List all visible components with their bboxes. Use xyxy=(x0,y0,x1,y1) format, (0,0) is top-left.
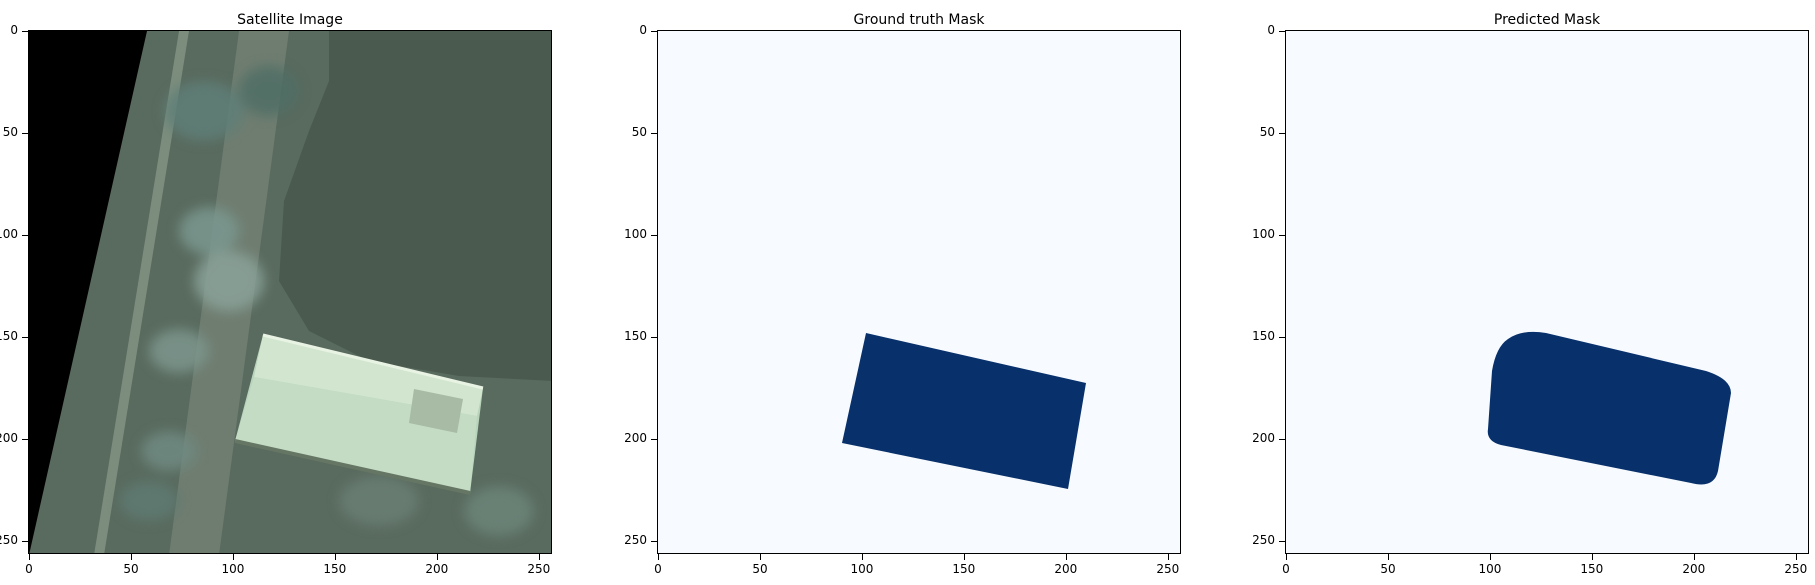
x-tick xyxy=(232,554,234,560)
y-tick xyxy=(22,336,28,338)
y-tick xyxy=(1279,234,1285,236)
x-tick xyxy=(1286,554,1287,560)
x-tick xyxy=(759,554,761,560)
x-tick xyxy=(861,554,863,560)
panel-title: Ground truth Mask xyxy=(853,12,985,28)
ground-truth-mask-image xyxy=(657,30,1181,554)
y-tick xyxy=(22,31,28,32)
y-tick xyxy=(651,336,657,338)
x-tick xyxy=(436,554,438,560)
panel-ground-truth-mask: Ground truth Mask xyxy=(657,0,1181,585)
y-tick-label: 100 xyxy=(1252,226,1275,241)
satellite-picture xyxy=(29,31,551,553)
y-tick-label: 250 xyxy=(0,532,18,547)
x-tick-label: 150 xyxy=(1580,562,1604,576)
predicted-mask-image xyxy=(1285,30,1809,554)
building-mask xyxy=(842,333,1086,489)
x-tick-label: 50 xyxy=(1380,562,1396,576)
x-tick xyxy=(1591,554,1593,560)
x-tick-label: 50 xyxy=(123,562,139,576)
y-tick-label: 150 xyxy=(624,328,647,343)
x-tick xyxy=(334,554,336,560)
x-tick-label: 50 xyxy=(752,562,768,576)
x-tick xyxy=(130,554,132,560)
x-tick-label: 250 xyxy=(1784,562,1808,576)
x-tick xyxy=(1489,554,1491,560)
panel-satellite-image: Satellite Image xyxy=(28,0,552,585)
x-tick-label: 150 xyxy=(323,562,347,576)
x-tick xyxy=(538,554,540,560)
y-tick-label: 100 xyxy=(0,226,18,241)
x-tick-label: 200 xyxy=(1682,562,1706,576)
y-tick xyxy=(651,438,657,440)
x-tick-label: 100 xyxy=(1478,562,1502,576)
y-tick-label: 200 xyxy=(624,430,647,445)
x-tick xyxy=(1387,554,1389,560)
x-tick-label: 100 xyxy=(221,562,245,576)
x-tick-label: 0 xyxy=(654,562,662,576)
y-tick xyxy=(1279,132,1285,134)
y-tick xyxy=(1279,336,1285,338)
x-tick-label: 250 xyxy=(527,562,551,576)
y-tick xyxy=(1279,31,1285,32)
panel-title: Predicted Mask xyxy=(1493,12,1601,28)
satellite-image xyxy=(28,30,552,554)
building-mask xyxy=(1487,331,1731,485)
x-tick-label: 250 xyxy=(1156,562,1180,576)
x-tick-label: 100 xyxy=(850,562,874,576)
x-tick xyxy=(1693,554,1695,560)
y-tick-label: 0 xyxy=(1267,23,1275,37)
x-tick-label: 200 xyxy=(425,562,449,576)
y-tick xyxy=(1279,438,1285,440)
y-tick-label: 100 xyxy=(624,226,647,241)
x-tick-label: 0 xyxy=(1282,562,1290,576)
x-tick xyxy=(1065,554,1067,560)
y-tick-label: 150 xyxy=(0,328,18,343)
panel-title: Satellite Image xyxy=(237,12,343,28)
x-tick xyxy=(29,554,30,560)
x-tick xyxy=(1795,554,1797,560)
y-tick-label: 50 xyxy=(631,124,647,139)
y-tick-label: 200 xyxy=(1252,430,1275,445)
y-tick-label: 0 xyxy=(639,23,647,37)
y-tick xyxy=(651,132,657,134)
y-tick xyxy=(651,31,657,32)
y-tick-label: 200 xyxy=(0,430,18,445)
mask-picture xyxy=(1286,31,1808,553)
y-tick xyxy=(22,132,28,134)
panel-predicted-mask: Predicted Mask xyxy=(1285,0,1809,585)
y-tick xyxy=(22,438,28,440)
x-tick-label: 0 xyxy=(25,562,33,576)
y-tick-label: 50 xyxy=(2,124,18,139)
y-tick xyxy=(22,540,28,542)
y-tick-label: 150 xyxy=(1252,328,1275,343)
y-tick-label: 250 xyxy=(624,532,647,547)
y-tick xyxy=(651,234,657,236)
x-tick xyxy=(1167,554,1169,560)
x-tick xyxy=(658,554,659,560)
y-tick xyxy=(22,234,28,236)
x-tick-label: 200 xyxy=(1054,562,1078,576)
y-tick-label: 50 xyxy=(1259,124,1275,139)
y-tick-label: 0 xyxy=(10,23,18,37)
x-tick-label: 150 xyxy=(952,562,976,576)
y-tick xyxy=(651,540,657,542)
y-tick xyxy=(1279,540,1285,542)
mask-picture xyxy=(658,31,1180,553)
x-tick xyxy=(963,554,965,560)
y-tick-label: 250 xyxy=(1252,532,1275,547)
